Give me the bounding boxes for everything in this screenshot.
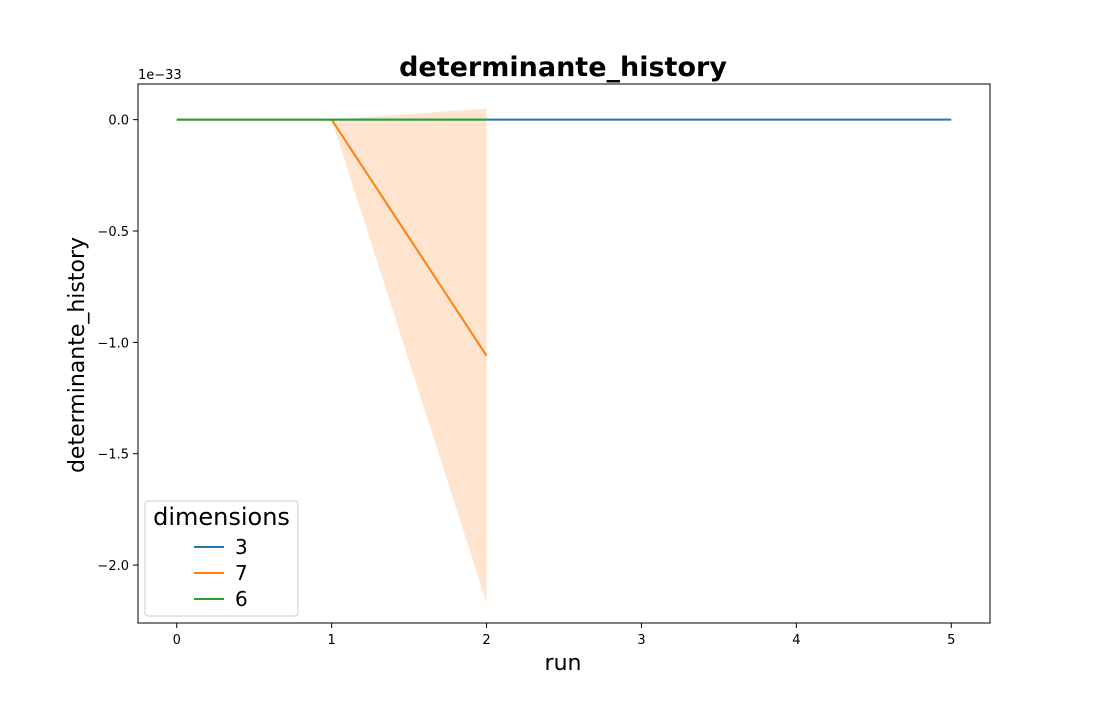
- legend-label-7: 7: [235, 561, 248, 585]
- series-band-7: [176, 108, 487, 603]
- x-tick-label: 2: [482, 633, 490, 648]
- legend-label-3: 3: [235, 535, 248, 559]
- y-offset-label: 1e−33: [138, 68, 182, 83]
- plot-area: 0 1 2 3 4 5 0.0 −0.5 −1.0 −1.5 −2.0: [97, 83, 991, 648]
- y-tick-label: −2.0: [97, 559, 129, 574]
- legend-box: [144, 500, 299, 617]
- legend-title: dimensions: [153, 503, 290, 531]
- y-tick-label: −1.5: [97, 448, 129, 463]
- legend: dimensions 376: [144, 500, 299, 617]
- y-tick-label: 0.0: [108, 114, 129, 129]
- x-tick-label: 1: [327, 633, 335, 648]
- x-axis-label: run: [545, 651, 582, 676]
- x-tick-label: 3: [637, 633, 645, 648]
- y-tick-label: −0.5: [97, 225, 129, 240]
- chart-title: determinante_history: [399, 52, 727, 83]
- y-axis-label: determinante_history: [65, 237, 90, 473]
- y-tick-label: −1.0: [97, 336, 129, 351]
- x-tick-label: 4: [792, 633, 800, 648]
- plot-frame: [137, 83, 991, 624]
- x-tick-label: 0: [173, 633, 181, 648]
- x-tick-label: 5: [947, 633, 955, 648]
- legend-label-6: 6: [235, 587, 248, 611]
